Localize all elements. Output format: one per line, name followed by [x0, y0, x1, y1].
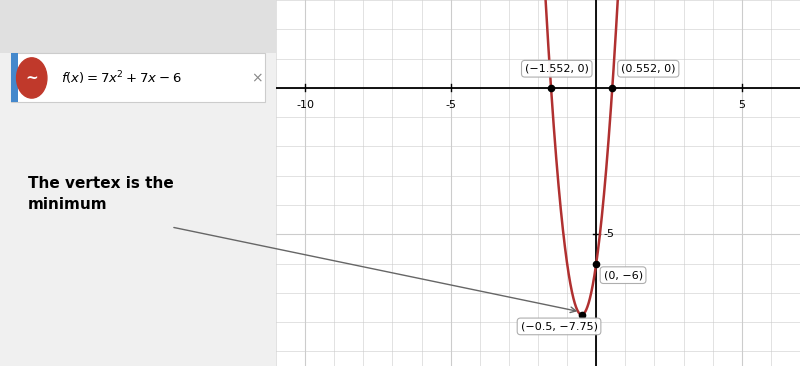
Text: -5: -5 — [445, 100, 456, 109]
Circle shape — [17, 58, 47, 98]
Text: (−0.5, −7.75): (−0.5, −7.75) — [521, 321, 598, 331]
Text: (−1.552, 0): (−1.552, 0) — [525, 64, 589, 74]
Text: ×: × — [251, 71, 262, 85]
Text: -5: -5 — [603, 229, 614, 239]
Text: (0, −6): (0, −6) — [603, 270, 642, 280]
Text: 5: 5 — [738, 100, 746, 109]
Text: The vertex is the
minimum: The vertex is the minimum — [27, 176, 174, 212]
FancyBboxPatch shape — [0, 0, 276, 53]
Text: $f(x) = 7x^2 + 7x - 6$: $f(x) = 7x^2 + 7x - 6$ — [61, 69, 182, 87]
FancyBboxPatch shape — [11, 53, 18, 102]
Text: ~: ~ — [26, 71, 38, 85]
Text: (0.552, 0): (0.552, 0) — [621, 64, 675, 74]
Text: -10: -10 — [296, 100, 314, 109]
FancyBboxPatch shape — [11, 53, 265, 102]
